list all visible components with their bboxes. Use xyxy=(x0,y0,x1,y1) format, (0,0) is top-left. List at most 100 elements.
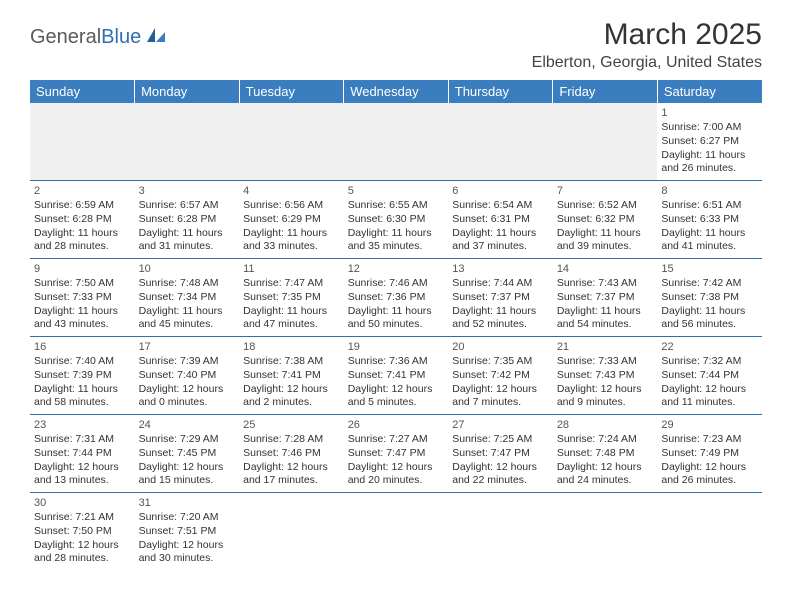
calendar-cell: 12Sunrise: 7:46 AMSunset: 7:36 PMDayligh… xyxy=(344,259,449,337)
calendar-cell: 25Sunrise: 7:28 AMSunset: 7:46 PMDayligh… xyxy=(239,415,344,493)
sunrise-text: Sunrise: 7:40 AM xyxy=(34,355,131,369)
daylight-text: Daylight: 12 hours xyxy=(557,461,654,475)
sunrise-text: Sunrise: 6:59 AM xyxy=(34,199,131,213)
calendar-cell: 22Sunrise: 7:32 AMSunset: 7:44 PMDayligh… xyxy=(657,337,762,415)
sunrise-text: Sunrise: 7:38 AM xyxy=(243,355,340,369)
daylight-text: Daylight: 11 hours xyxy=(452,227,549,241)
calendar-cell: 23Sunrise: 7:31 AMSunset: 7:44 PMDayligh… xyxy=(30,415,135,493)
daylight-text: and 9 minutes. xyxy=(557,396,654,410)
daylight-text: Daylight: 11 hours xyxy=(34,383,131,397)
calendar-cell xyxy=(135,103,240,181)
sunset-text: Sunset: 7:37 PM xyxy=(452,291,549,305)
daylight-text: and 33 minutes. xyxy=(243,240,340,254)
calendar-cell: 3Sunrise: 6:57 AMSunset: 6:28 PMDaylight… xyxy=(135,181,240,259)
daylight-text: and 7 minutes. xyxy=(452,396,549,410)
sunrise-text: Sunrise: 6:51 AM xyxy=(661,199,758,213)
sunset-text: Sunset: 7:45 PM xyxy=(139,447,236,461)
day-number: 2 xyxy=(34,184,131,198)
sunset-text: Sunset: 7:42 PM xyxy=(452,369,549,383)
logo-word2: Blue xyxy=(101,26,141,48)
day-number: 4 xyxy=(243,184,340,198)
sunrise-text: Sunrise: 7:48 AM xyxy=(139,277,236,291)
calendar-cell xyxy=(30,103,135,181)
calendar-cell: 6Sunrise: 6:54 AMSunset: 6:31 PMDaylight… xyxy=(448,181,553,259)
sunset-text: Sunset: 7:39 PM xyxy=(34,369,131,383)
sunset-text: Sunset: 7:37 PM xyxy=(557,291,654,305)
sunrise-text: Sunrise: 7:00 AM xyxy=(661,121,758,135)
header: GeneralBlue March 2025 Elberton, Georgia… xyxy=(30,18,762,72)
title-block: March 2025 Elberton, Georgia, United Sta… xyxy=(532,18,762,72)
day-number: 21 xyxy=(557,340,654,354)
daylight-text: Daylight: 11 hours xyxy=(34,227,131,241)
day-header: Wednesday xyxy=(344,80,449,103)
daylight-text: and 56 minutes. xyxy=(661,318,758,332)
daylight-text: Daylight: 11 hours xyxy=(139,227,236,241)
sunrise-text: Sunrise: 7:29 AM xyxy=(139,433,236,447)
daylight-text: Daylight: 11 hours xyxy=(661,149,758,163)
sunrise-text: Sunrise: 7:23 AM xyxy=(661,433,758,447)
daylight-text: Daylight: 12 hours xyxy=(452,461,549,475)
daylight-text: and 41 minutes. xyxy=(661,240,758,254)
calendar-week-row: 23Sunrise: 7:31 AMSunset: 7:44 PMDayligh… xyxy=(30,415,762,493)
sunrise-text: Sunrise: 7:36 AM xyxy=(348,355,445,369)
sunset-text: Sunset: 6:28 PM xyxy=(34,213,131,227)
daylight-text: and 31 minutes. xyxy=(139,240,236,254)
calendar-week-row: 2Sunrise: 6:59 AMSunset: 6:28 PMDaylight… xyxy=(30,181,762,259)
sunrise-text: Sunrise: 6:56 AM xyxy=(243,199,340,213)
day-number: 3 xyxy=(139,184,236,198)
day-number: 11 xyxy=(243,262,340,276)
sunset-text: Sunset: 7:51 PM xyxy=(139,525,236,539)
calendar-week-row: 30Sunrise: 7:21 AMSunset: 7:50 PMDayligh… xyxy=(30,493,762,571)
day-number: 20 xyxy=(452,340,549,354)
daylight-text: Daylight: 11 hours xyxy=(452,305,549,319)
calendar-cell: 7Sunrise: 6:52 AMSunset: 6:32 PMDaylight… xyxy=(553,181,658,259)
day-number: 10 xyxy=(139,262,236,276)
sunset-text: Sunset: 7:46 PM xyxy=(243,447,340,461)
daylight-text: Daylight: 12 hours xyxy=(661,461,758,475)
daylight-text: and 20 minutes. xyxy=(348,474,445,488)
sunset-text: Sunset: 6:30 PM xyxy=(348,213,445,227)
sunrise-text: Sunrise: 7:47 AM xyxy=(243,277,340,291)
calendar-cell: 1Sunrise: 7:00 AMSunset: 6:27 PMDaylight… xyxy=(657,103,762,181)
sunset-text: Sunset: 6:31 PM xyxy=(452,213,549,227)
day-number: 6 xyxy=(452,184,549,198)
day-number: 31 xyxy=(139,496,236,510)
daylight-text: and 35 minutes. xyxy=(348,240,445,254)
daylight-text: and 26 minutes. xyxy=(661,162,758,176)
day-number: 12 xyxy=(348,262,445,276)
daylight-text: and 22 minutes. xyxy=(452,474,549,488)
calendar-week-row: 1Sunrise: 7:00 AMSunset: 6:27 PMDaylight… xyxy=(30,103,762,181)
sunset-text: Sunset: 6:29 PM xyxy=(243,213,340,227)
daylight-text: and 26 minutes. xyxy=(661,474,758,488)
calendar-cell: 8Sunrise: 6:51 AMSunset: 6:33 PMDaylight… xyxy=(657,181,762,259)
day-header: Tuesday xyxy=(239,80,344,103)
daylight-text: Daylight: 11 hours xyxy=(661,305,758,319)
daylight-text: Daylight: 12 hours xyxy=(139,539,236,553)
daylight-text: and 52 minutes. xyxy=(452,318,549,332)
sunset-text: Sunset: 7:44 PM xyxy=(34,447,131,461)
daylight-text: Daylight: 11 hours xyxy=(348,227,445,241)
daylight-text: and 2 minutes. xyxy=(243,396,340,410)
daylight-text: and 11 minutes. xyxy=(661,396,758,410)
sunset-text: Sunset: 7:44 PM xyxy=(661,369,758,383)
calendar-cell: 4Sunrise: 6:56 AMSunset: 6:29 PMDaylight… xyxy=(239,181,344,259)
sunrise-text: Sunrise: 7:43 AM xyxy=(557,277,654,291)
daylight-text: and 47 minutes. xyxy=(243,318,340,332)
day-number: 23 xyxy=(34,418,131,432)
location: Elberton, Georgia, United States xyxy=(532,54,762,72)
calendar-week-row: 9Sunrise: 7:50 AMSunset: 7:33 PMDaylight… xyxy=(30,259,762,337)
calendar-cell: 5Sunrise: 6:55 AMSunset: 6:30 PMDaylight… xyxy=(344,181,449,259)
month-title: March 2025 xyxy=(532,18,762,52)
daylight-text: Daylight: 11 hours xyxy=(348,305,445,319)
day-header: Sunday xyxy=(30,80,135,103)
sunset-text: Sunset: 7:35 PM xyxy=(243,291,340,305)
daylight-text: Daylight: 11 hours xyxy=(661,227,758,241)
calendar-cell: 24Sunrise: 7:29 AMSunset: 7:45 PMDayligh… xyxy=(135,415,240,493)
sunrise-text: Sunrise: 7:44 AM xyxy=(452,277,549,291)
day-number: 17 xyxy=(139,340,236,354)
day-number: 8 xyxy=(661,184,758,198)
calendar-cell: 15Sunrise: 7:42 AMSunset: 7:38 PMDayligh… xyxy=(657,259,762,337)
daylight-text: and 5 minutes. xyxy=(348,396,445,410)
sunrise-text: Sunrise: 7:25 AM xyxy=(452,433,549,447)
calendar-cell: 27Sunrise: 7:25 AMSunset: 7:47 PMDayligh… xyxy=(448,415,553,493)
